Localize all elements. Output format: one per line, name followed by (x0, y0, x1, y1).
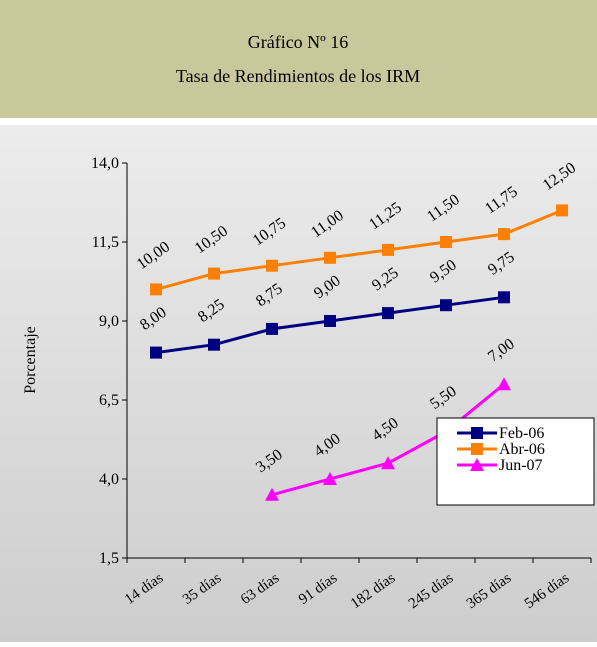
chart-title: Gráfico Nº 16 (248, 32, 349, 52)
data-point (381, 456, 395, 470)
data-point (440, 236, 452, 248)
y-tick-label: 11,5 (92, 234, 119, 251)
data-point (208, 338, 220, 351)
y-tick-label: 9,0 (99, 313, 119, 330)
legend-marker (471, 443, 483, 455)
data-point (323, 472, 337, 485)
data-point (208, 267, 220, 280)
legend-label: Abr-06 (499, 441, 545, 458)
legend-marker (470, 458, 484, 471)
y-tick-label: 6,5 (99, 392, 119, 409)
data-point (266, 259, 278, 272)
chart-area (0, 125, 597, 642)
data-point (382, 307, 394, 320)
legend-marker (471, 427, 483, 439)
data-point (150, 346, 162, 359)
data-point (324, 251, 336, 264)
data-point (266, 322, 278, 335)
data-point (498, 291, 510, 304)
data-point (150, 283, 162, 296)
data-point (498, 228, 510, 241)
chart-subtitle: Tasa de Rendimientos de los IRM (176, 66, 420, 86)
y-tick-label: 14,0 (91, 155, 119, 172)
data-point (556, 204, 568, 217)
title-box (0, 0, 597, 118)
y-tick-label: 1,5 (99, 550, 119, 567)
y-tick-label: 4,0 (99, 471, 119, 488)
legend-label: Jun-07 (499, 457, 543, 474)
data-point (324, 315, 336, 327)
data-point (497, 377, 511, 391)
y-axis-label: Porcentaje (22, 326, 39, 394)
data-point (440, 299, 452, 312)
series-line (155, 209, 563, 291)
data-point (265, 487, 279, 501)
legend-label: Feb-06 (499, 425, 544, 442)
data-point (382, 243, 394, 256)
